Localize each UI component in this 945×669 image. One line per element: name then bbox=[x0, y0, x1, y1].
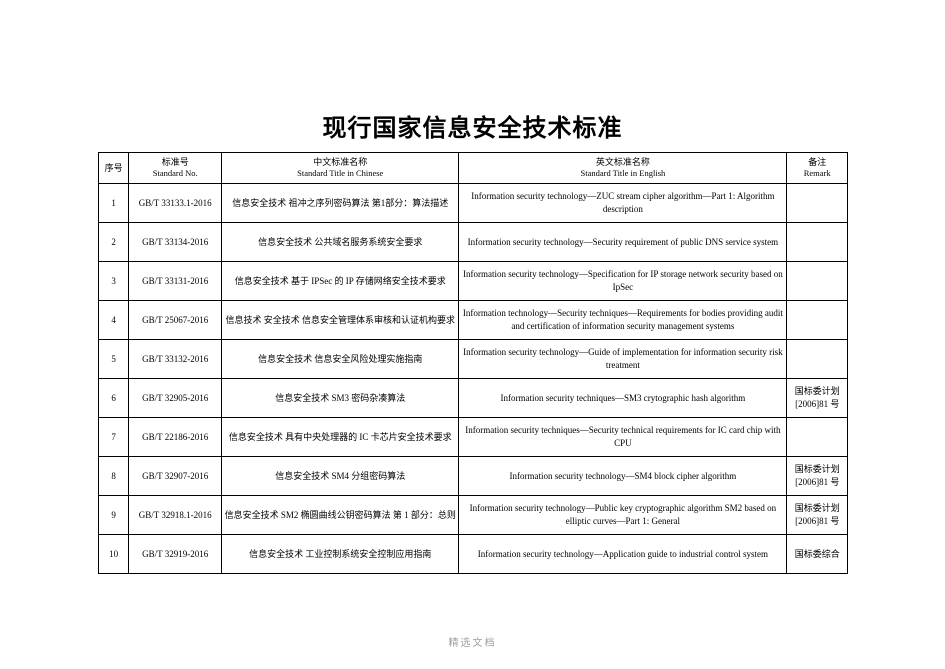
cell-stdno: GB/T 33132-2016 bbox=[129, 339, 222, 378]
cell-title-en: Information security technology—Security… bbox=[459, 222, 787, 261]
table-row: 3 GB/T 33131-2016 信息安全技术 基于 IPSec 的 IP 存… bbox=[99, 261, 848, 300]
cell-seq: 1 bbox=[99, 183, 129, 222]
table-row: 9 GB/T 32918.1-2016 信息安全技术 SM2 椭圆曲线公钥密码算… bbox=[99, 495, 848, 534]
cell-seq: 9 bbox=[99, 495, 129, 534]
cell-remark bbox=[787, 417, 848, 456]
page-title: 现行国家信息安全技术标准 bbox=[0, 108, 945, 143]
cell-title-en: Information security techniques—Security… bbox=[459, 417, 787, 456]
cell-remark: 国标委计划 [2006]81 号 bbox=[787, 495, 848, 534]
header-title-cn-cn: 中文标准名称 bbox=[313, 157, 367, 167]
cell-remark bbox=[787, 300, 848, 339]
cell-seq: 6 bbox=[99, 378, 129, 417]
cell-seq: 10 bbox=[99, 534, 129, 573]
table-row: 2 GB/T 33134-2016 信息安全技术 公共域名服务系统安全要求 In… bbox=[99, 222, 848, 261]
cell-title-cn: 信息安全技术 基于 IPSec 的 IP 存储网络安全技术要求 bbox=[222, 261, 459, 300]
cell-remark: 国标委计划 [2006]81 号 bbox=[787, 378, 848, 417]
cell-remark: 国标委综合 bbox=[787, 534, 848, 573]
cell-seq: 8 bbox=[99, 456, 129, 495]
cell-seq: 2 bbox=[99, 222, 129, 261]
cell-stdno: GB/T 33134-2016 bbox=[129, 222, 222, 261]
header-title-en-cn: 英文标准名称 bbox=[596, 157, 650, 167]
cell-remark bbox=[787, 183, 848, 222]
cell-title-en: Information security technology—SM4 bloc… bbox=[459, 456, 787, 495]
table-row: 4 GB/T 25067-2016 信息技术 安全技术 信息安全管理体系审核和认… bbox=[99, 300, 848, 339]
cell-title-en: Information security techniques—SM3 cryt… bbox=[459, 378, 787, 417]
cell-title-cn: 信息安全技术 祖冲之序列密码算法 第1部分：算法描述 bbox=[222, 183, 459, 222]
header-title-cn-en: Standard Title in Chinese bbox=[224, 168, 456, 179]
header-seq: 序号 bbox=[99, 153, 129, 184]
cell-title-en: Information security technology—ZUC stre… bbox=[459, 183, 787, 222]
cell-title-cn: 信息安全技术 公共域名服务系统安全要求 bbox=[222, 222, 459, 261]
cell-remark bbox=[787, 261, 848, 300]
cell-stdno: GB/T 32905-2016 bbox=[129, 378, 222, 417]
cell-stdno: GB/T 22186-2016 bbox=[129, 417, 222, 456]
header-remark: 备注 Remark bbox=[787, 153, 848, 184]
header-remark-cn: 备注 bbox=[808, 157, 826, 167]
cell-stdno: GB/T 32919-2016 bbox=[129, 534, 222, 573]
cell-title-cn: 信息安全技术 SM4 分组密码算法 bbox=[222, 456, 459, 495]
cell-title-en: Information security technology—Guide of… bbox=[459, 339, 787, 378]
page-footer: 精选文档 bbox=[0, 634, 945, 649]
cell-title-cn: 信息安全技术 SM2 椭圆曲线公钥密码算法 第 1 部分：总则 bbox=[222, 495, 459, 534]
header-title-en: 英文标准名称 Standard Title in English bbox=[459, 153, 787, 184]
cell-title-cn: 信息安全技术 具有中央处理器的 IC 卡芯片安全技术要求 bbox=[222, 417, 459, 456]
cell-remark bbox=[787, 222, 848, 261]
cell-title-cn: 信息安全技术 信息安全风险处理实施指南 bbox=[222, 339, 459, 378]
cell-seq: 3 bbox=[99, 261, 129, 300]
cell-title-cn: 信息技术 安全技术 信息安全管理体系审核和认证机构要求 bbox=[222, 300, 459, 339]
cell-stdno: GB/T 25067-2016 bbox=[129, 300, 222, 339]
cell-stdno: GB/T 33133.1-2016 bbox=[129, 183, 222, 222]
header-stdno: 标准号 Standard No. bbox=[129, 153, 222, 184]
standards-table-container: 序号 标准号 Standard No. 中文标准名称 Standard Titl… bbox=[98, 152, 848, 574]
cell-stdno: GB/T 33131-2016 bbox=[129, 261, 222, 300]
table-body: 1 GB/T 33133.1-2016 信息安全技术 祖冲之序列密码算法 第1部… bbox=[99, 183, 848, 573]
document-page: 现行国家信息安全技术标准 序号 标准号 Standard No. bbox=[0, 0, 945, 669]
table-row: 1 GB/T 33133.1-2016 信息安全技术 祖冲之序列密码算法 第1部… bbox=[99, 183, 848, 222]
header-seq-cn: 序号 bbox=[105, 163, 123, 173]
table-header-row: 序号 标准号 Standard No. 中文标准名称 Standard Titl… bbox=[99, 153, 848, 184]
header-title-en-en: Standard Title in English bbox=[461, 168, 784, 179]
cell-remark: 国标委计划 [2006]81 号 bbox=[787, 456, 848, 495]
cell-title-cn: 信息安全技术 SM3 密码杂凑算法 bbox=[222, 378, 459, 417]
header-remark-en: Remark bbox=[789, 168, 845, 179]
cell-seq: 7 bbox=[99, 417, 129, 456]
table-row: 10 GB/T 32919-2016 信息安全技术 工业控制系统安全控制应用指南… bbox=[99, 534, 848, 573]
table-row: 8 GB/T 32907-2016 信息安全技术 SM4 分组密码算法 Info… bbox=[99, 456, 848, 495]
table-row: 7 GB/T 22186-2016 信息安全技术 具有中央处理器的 IC 卡芯片… bbox=[99, 417, 848, 456]
header-stdno-cn: 标准号 bbox=[162, 157, 189, 167]
cell-stdno: GB/T 32918.1-2016 bbox=[129, 495, 222, 534]
cell-title-cn: 信息安全技术 工业控制系统安全控制应用指南 bbox=[222, 534, 459, 573]
cell-remark bbox=[787, 339, 848, 378]
header-title-cn: 中文标准名称 Standard Title in Chinese bbox=[222, 153, 459, 184]
cell-seq: 4 bbox=[99, 300, 129, 339]
cell-title-en: Information security technology—Public k… bbox=[459, 495, 787, 534]
cell-title-en: Information security technology—Specific… bbox=[459, 261, 787, 300]
table-row: 6 GB/T 32905-2016 信息安全技术 SM3 密码杂凑算法 Info… bbox=[99, 378, 848, 417]
cell-title-en: Information security technology—Applicat… bbox=[459, 534, 787, 573]
cell-stdno: GB/T 32907-2016 bbox=[129, 456, 222, 495]
header-stdno-en: Standard No. bbox=[131, 168, 219, 179]
cell-seq: 5 bbox=[99, 339, 129, 378]
table-row: 5 GB/T 33132-2016 信息安全技术 信息安全风险处理实施指南 In… bbox=[99, 339, 848, 378]
standards-table: 序号 标准号 Standard No. 中文标准名称 Standard Titl… bbox=[98, 152, 848, 574]
cell-title-en: Information technology—Security techniqu… bbox=[459, 300, 787, 339]
